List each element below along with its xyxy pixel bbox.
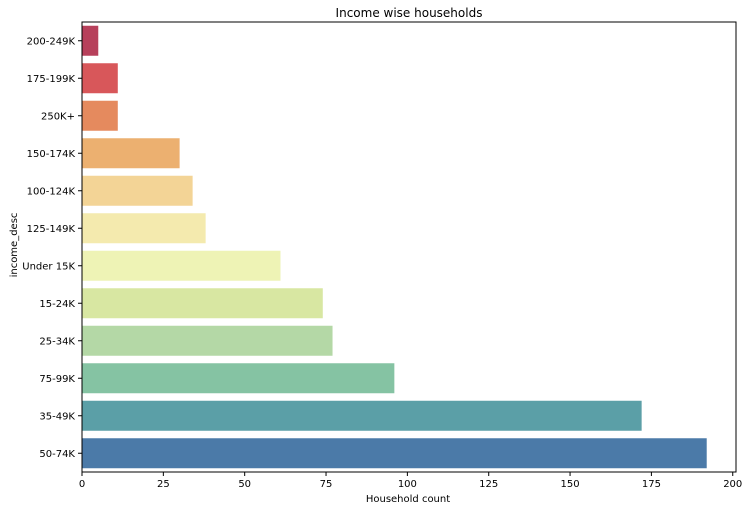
bar-Under 15K [82,250,281,281]
y-tick-label: 200-249K [27,36,76,47]
chart-title: Income wise households [336,6,483,20]
x-tick-label: 200 [723,479,742,490]
x-tick-label: 75 [320,479,333,490]
bar-35-49K [82,400,642,431]
y-tick-label: 25-34K [39,336,75,347]
bar-150-174K [82,138,180,169]
y-tick-label: 100-124K [27,186,76,197]
y-tick-label: 150-174K [27,149,76,160]
y-tick-label: 15-24K [39,299,75,310]
bar-175-199K [82,63,118,94]
y-tick-label: 75-99K [39,374,75,385]
y-axis-label: income_desc [9,213,20,278]
bar-75-99K [82,363,395,394]
x-tick-label: 25 [157,479,170,490]
bar-15-24K [82,288,323,319]
bar-50-74K [82,438,707,469]
x-tick-label: 0 [79,479,85,490]
bar-25-34K [82,325,333,356]
x-tick-label: 125 [479,479,498,490]
x-axis-label: Household count [366,494,450,505]
y-tick-label: 35-49K [39,411,75,422]
x-tick-label: 50 [238,479,251,490]
plot-frame [81,21,737,473]
bar-100-124K [82,175,193,206]
y-tick-label: Under 15K [22,261,75,272]
bars-group [82,25,707,469]
bar-125-149K [82,213,206,244]
y-tick-label: 50-74K [39,449,75,460]
x-tick-label: 150 [561,479,580,490]
x-tick-label: 100 [398,479,417,490]
x-axis-ticks: 0 25 50 75 100 125 150 175 200 [79,472,742,490]
y-tick-label: 175-199K [27,74,76,85]
x-tick-label: 175 [642,479,661,490]
y-axis-ticks: 200-249K 175-199K 250K+ 150-174K 100-124K 125… [22,36,82,460]
y-tick-label: 125-149K [27,224,76,235]
y-tick-label: 250K+ [41,111,75,122]
bar-250K+ [82,100,118,131]
bar-200-249K [82,25,99,56]
